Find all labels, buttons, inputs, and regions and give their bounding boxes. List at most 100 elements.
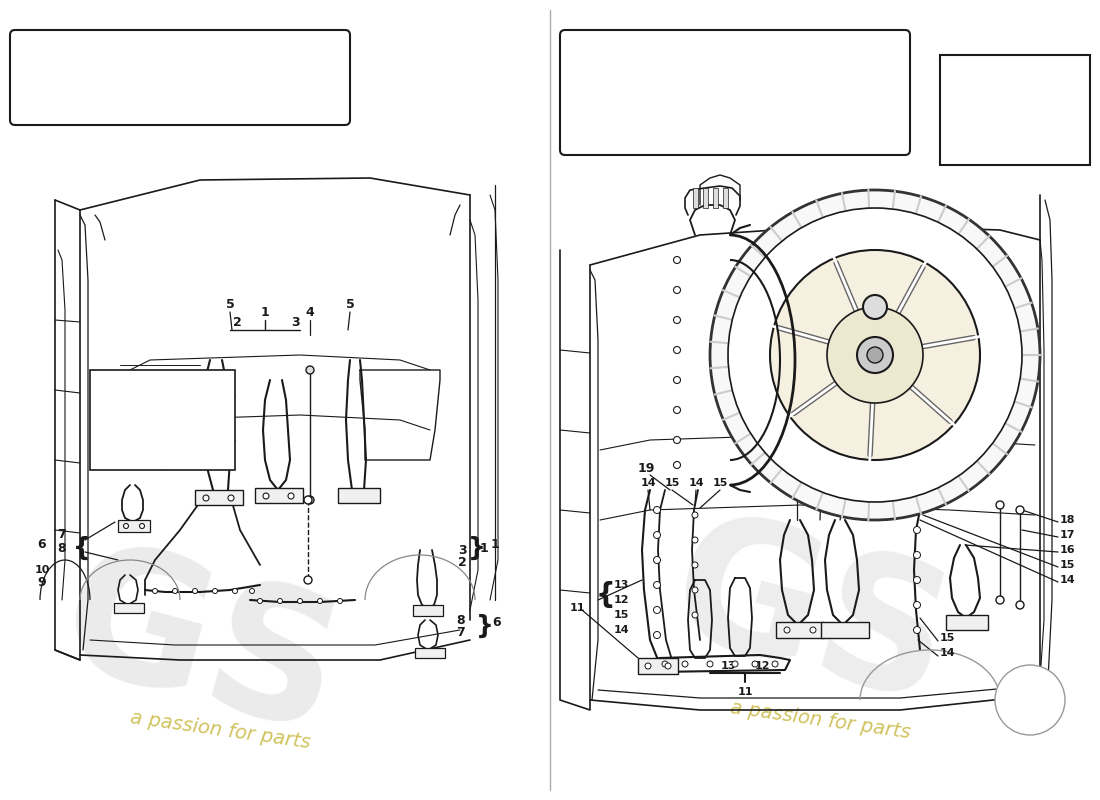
Circle shape	[784, 627, 790, 633]
Bar	[638, 658, 678, 674]
Text: 17: 17	[1060, 530, 1076, 540]
Circle shape	[770, 250, 980, 460]
Circle shape	[692, 587, 698, 593]
Text: 15: 15	[940, 633, 956, 643]
Circle shape	[732, 661, 738, 667]
Text: 15: 15	[713, 478, 728, 488]
Bar	[946, 615, 988, 630]
Circle shape	[1016, 601, 1024, 609]
Circle shape	[338, 598, 342, 603]
Circle shape	[192, 589, 198, 594]
Text: 19: 19	[638, 462, 656, 474]
Text: 11: 11	[737, 687, 752, 697]
Bar	[195, 490, 243, 505]
Bar	[940, 55, 1090, 165]
Text: 14: 14	[940, 648, 956, 658]
Bar	[723, 188, 728, 208]
Text: +: +	[869, 300, 881, 314]
Text: 17: 17	[784, 478, 800, 488]
Text: 7: 7	[456, 626, 465, 639]
Text: GS: GS	[652, 499, 967, 741]
Circle shape	[867, 347, 883, 363]
Text: - Versione senza ruota di scorta -
- Without spare wheel version -: - Versione senza ruota di scorta - - Wit…	[25, 65, 257, 93]
Text: 10: 10	[34, 565, 50, 575]
Circle shape	[645, 663, 651, 669]
Text: }: }	[476, 614, 494, 638]
Circle shape	[728, 208, 1022, 502]
Text: 4: 4	[306, 306, 315, 319]
Circle shape	[653, 557, 660, 563]
Circle shape	[673, 437, 681, 443]
Circle shape	[827, 307, 923, 403]
Circle shape	[306, 366, 313, 374]
Text: 16: 16	[1060, 545, 1076, 555]
Text: 15: 15	[614, 610, 629, 620]
Bar	[412, 605, 443, 616]
Circle shape	[288, 493, 294, 499]
Text: 5: 5	[345, 298, 354, 311]
Circle shape	[996, 501, 1004, 509]
Circle shape	[682, 661, 688, 667]
Circle shape	[913, 602, 921, 609]
Text: {: {	[596, 581, 616, 609]
Bar	[118, 520, 150, 532]
Circle shape	[123, 523, 129, 529]
Circle shape	[710, 190, 1040, 520]
Circle shape	[996, 596, 1004, 604]
Text: 18: 18	[808, 478, 824, 488]
Circle shape	[707, 661, 713, 667]
Bar	[821, 622, 869, 638]
Bar	[114, 603, 144, 613]
Circle shape	[673, 346, 681, 354]
Bar	[338, 488, 379, 503]
Circle shape	[250, 589, 254, 594]
Circle shape	[673, 257, 681, 263]
Circle shape	[772, 661, 778, 667]
Text: 2: 2	[232, 317, 241, 330]
Text: 12: 12	[755, 661, 770, 671]
Text: GS: GS	[43, 529, 358, 771]
Text: 11: 11	[570, 603, 585, 613]
Bar	[776, 622, 824, 638]
Bar	[713, 188, 718, 208]
Text: 8: 8	[456, 614, 465, 626]
Text: 13: 13	[614, 580, 629, 590]
Bar	[255, 488, 302, 503]
Text: +: +	[1011, 75, 1019, 85]
Text: 15: 15	[1060, 560, 1076, 570]
Circle shape	[653, 582, 660, 589]
Text: 15: 15	[664, 478, 680, 488]
Circle shape	[212, 589, 218, 594]
Circle shape	[752, 661, 758, 667]
FancyBboxPatch shape	[10, 30, 350, 125]
Bar	[90, 370, 235, 470]
Text: 18: 18	[1060, 515, 1076, 525]
Text: - Versione con ruota di scorta -
- Optional -
- Spare wheel version -
- Optional: - Versione con ruota di scorta - - Optio…	[578, 65, 795, 123]
Text: 3: 3	[290, 317, 299, 330]
Circle shape	[857, 337, 893, 373]
Text: 12: 12	[614, 595, 629, 605]
Text: a passion for parts: a passion for parts	[129, 708, 311, 752]
Circle shape	[153, 589, 157, 594]
Circle shape	[662, 661, 668, 667]
Text: }: }	[468, 536, 486, 560]
Text: 14: 14	[1060, 575, 1076, 585]
Text: 5: 5	[226, 298, 234, 311]
Circle shape	[913, 551, 921, 558]
Circle shape	[653, 606, 660, 614]
Circle shape	[228, 495, 234, 501]
Text: 6: 6	[37, 538, 46, 551]
Text: 9: 9	[37, 575, 46, 589]
Circle shape	[232, 589, 238, 594]
Text: 2: 2	[459, 557, 468, 570]
Circle shape	[996, 665, 1065, 735]
Circle shape	[306, 496, 313, 504]
Text: 14: 14	[614, 625, 629, 635]
Circle shape	[913, 626, 921, 634]
Text: 7: 7	[57, 529, 66, 542]
Circle shape	[318, 598, 322, 603]
Text: 6: 6	[493, 617, 502, 630]
Text: 8: 8	[57, 542, 66, 554]
Circle shape	[692, 562, 698, 568]
Circle shape	[810, 627, 816, 633]
